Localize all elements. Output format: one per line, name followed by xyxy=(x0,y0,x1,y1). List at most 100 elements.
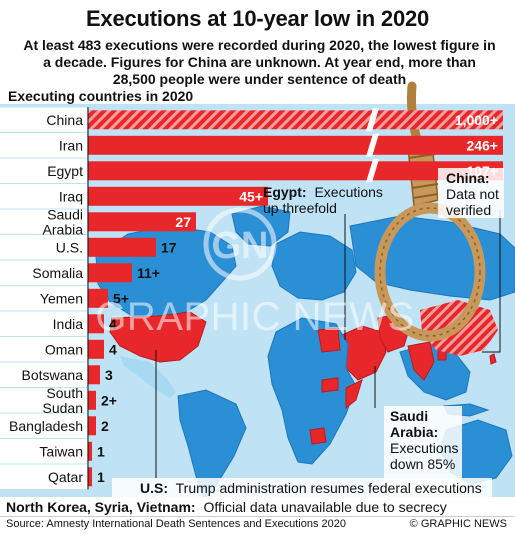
us-note-text: Trump administration resumes federal exe… xyxy=(176,480,482,496)
category-label-bg xyxy=(0,388,87,413)
value-label: 5+ xyxy=(113,290,129,306)
value-label: 4 xyxy=(109,316,117,332)
category-label: Qatar xyxy=(48,469,83,485)
nk-note-box xyxy=(0,497,515,515)
value-label: 11+ xyxy=(137,265,160,281)
category-label-bg xyxy=(0,235,87,260)
category-label: Botswana xyxy=(22,367,84,383)
saudi-annotation-head-1: Saudi xyxy=(390,408,428,424)
watermark: GN GRAPHIC NEWS xyxy=(95,207,414,339)
category-label-line: Iran xyxy=(59,137,83,153)
value-label: 4 xyxy=(109,341,117,357)
category-label-line: India xyxy=(53,316,84,332)
credit-note: © GRAPHIC NEWS xyxy=(409,518,507,530)
category-label: Iran xyxy=(59,137,83,153)
category-label-line: Yemen xyxy=(40,290,83,306)
nk-note: North Korea, Syria, Vietnam: Official da… xyxy=(6,499,447,515)
map-africa xyxy=(267,317,357,465)
category-label: South Sudan xyxy=(43,385,83,416)
category-label-bg xyxy=(0,311,87,336)
value-label: 2 xyxy=(101,418,109,434)
category-label-line: China xyxy=(46,112,83,128)
category-label-line: Taiwan xyxy=(39,443,83,459)
bar xyxy=(88,288,108,308)
saudi-annotation: Saudi Arabia: Executions down 85% xyxy=(390,408,462,472)
saudi-annotation-head-2: Arabia: xyxy=(390,424,438,440)
category-label-bg xyxy=(0,133,87,158)
bar xyxy=(88,390,96,410)
category-label-bg xyxy=(0,158,87,183)
us-note-head: U.S: xyxy=(140,480,168,496)
value-label: 1 xyxy=(97,469,105,485)
category-label-bg xyxy=(0,184,87,209)
source-note: Source: Amnesty International Death Sent… xyxy=(6,518,346,530)
bar xyxy=(88,416,96,436)
axis-break-mark xyxy=(366,159,379,183)
category-label-line: Saudi xyxy=(47,206,83,222)
category-label-line: South xyxy=(46,385,83,401)
category-label: Egypt xyxy=(47,163,83,179)
value-label: 3 xyxy=(105,367,113,383)
china-annotation-line-1: Data not xyxy=(446,186,499,202)
egypt-annotation-head: Egypt: xyxy=(263,184,307,200)
category-label-bg xyxy=(0,107,87,132)
bar xyxy=(88,441,92,461)
value-label: 27 xyxy=(175,214,191,230)
axis-break-mark xyxy=(366,133,379,157)
category-label-bg xyxy=(0,413,87,438)
category-label-bg xyxy=(0,337,87,362)
category-label-line: Bangladesh xyxy=(9,418,83,434)
category-label-bg xyxy=(0,260,87,285)
category-label-line: Egypt xyxy=(47,163,83,179)
category-label-bg xyxy=(0,209,87,234)
noose-loop-shadow xyxy=(379,207,481,337)
bar xyxy=(88,467,92,487)
us-note-box xyxy=(112,478,492,497)
bar xyxy=(88,186,268,206)
us-note: U.S: Trump administration resumes federa… xyxy=(140,480,482,496)
map-europe xyxy=(271,231,357,301)
nk-note-head: North Korea, Syria, Vietnam: xyxy=(6,499,196,515)
category-label-bg xyxy=(0,286,87,311)
watermark-logo xyxy=(203,207,277,281)
page-subtitle: At least 483 executions were recorded du… xyxy=(23,37,496,87)
value-label: 17 xyxy=(161,239,177,255)
category-label-line: Somalia xyxy=(32,265,83,281)
bar xyxy=(88,212,196,232)
category-label-line: Botswana xyxy=(22,367,84,383)
value-label: 45+ xyxy=(239,188,263,204)
category-label: Bangladesh xyxy=(9,418,83,434)
nk-note-text: Official data unavailable due to secrecy xyxy=(203,499,446,515)
category-label-line: Iraq xyxy=(59,188,83,204)
category-label-bg xyxy=(0,439,87,464)
category-label-line: Arabia xyxy=(43,221,84,237)
category-label-bg xyxy=(0,464,87,489)
watermark-monogram: GN xyxy=(212,225,269,267)
map-egypt xyxy=(317,327,341,353)
value-label: 1,000+ xyxy=(455,112,498,128)
watermark-text: GRAPHIC NEWS xyxy=(95,295,414,339)
china-annotation: China: Data not verified xyxy=(446,170,503,218)
category-label-bg xyxy=(0,362,87,387)
china-annotation-box xyxy=(438,168,504,218)
category-label: Iraq xyxy=(59,188,83,204)
map-mexico xyxy=(120,356,176,398)
value-label: 1 xyxy=(97,443,105,459)
map-somalia xyxy=(345,379,363,410)
category-label: Somalia xyxy=(32,265,83,281)
footer-bar xyxy=(0,516,515,541)
saudi-annotation-box xyxy=(384,406,462,492)
bar xyxy=(88,110,503,130)
bar xyxy=(88,339,104,359)
map-south-sudan xyxy=(321,377,339,393)
category-label-line: U.S. xyxy=(56,239,83,255)
china-annotation-line-2: verified xyxy=(446,202,491,218)
saudi-annotation-line-1: Executions xyxy=(390,440,458,456)
category-label: Yemen xyxy=(40,290,83,306)
bar xyxy=(88,365,100,385)
bar xyxy=(88,135,503,155)
bar xyxy=(88,161,503,181)
category-label-line: Sudan xyxy=(43,400,83,416)
china-leader-line xyxy=(482,210,501,353)
